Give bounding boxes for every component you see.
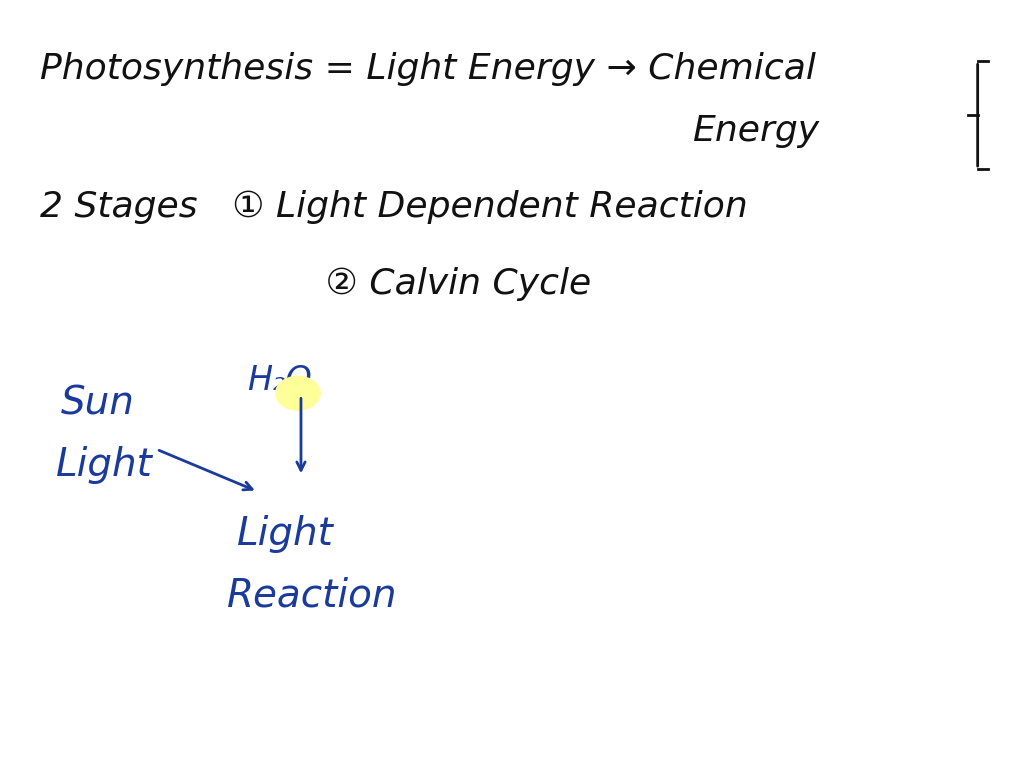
Text: Reaction: Reaction xyxy=(227,576,397,614)
Text: Energy: Energy xyxy=(692,114,819,147)
Text: Light: Light xyxy=(238,515,334,553)
Text: Sun: Sun xyxy=(60,384,134,422)
Text: Light: Light xyxy=(55,445,153,484)
Circle shape xyxy=(275,376,321,410)
Text: ② Calvin Cycle: ② Calvin Cycle xyxy=(222,267,592,301)
Text: Photosynthesis = Light Energy → Chemical: Photosynthesis = Light Energy → Chemical xyxy=(40,52,816,86)
Text: 2 Stages   ① Light Dependent Reaction: 2 Stages ① Light Dependent Reaction xyxy=(40,190,749,224)
Text: H₂O: H₂O xyxy=(248,364,312,396)
